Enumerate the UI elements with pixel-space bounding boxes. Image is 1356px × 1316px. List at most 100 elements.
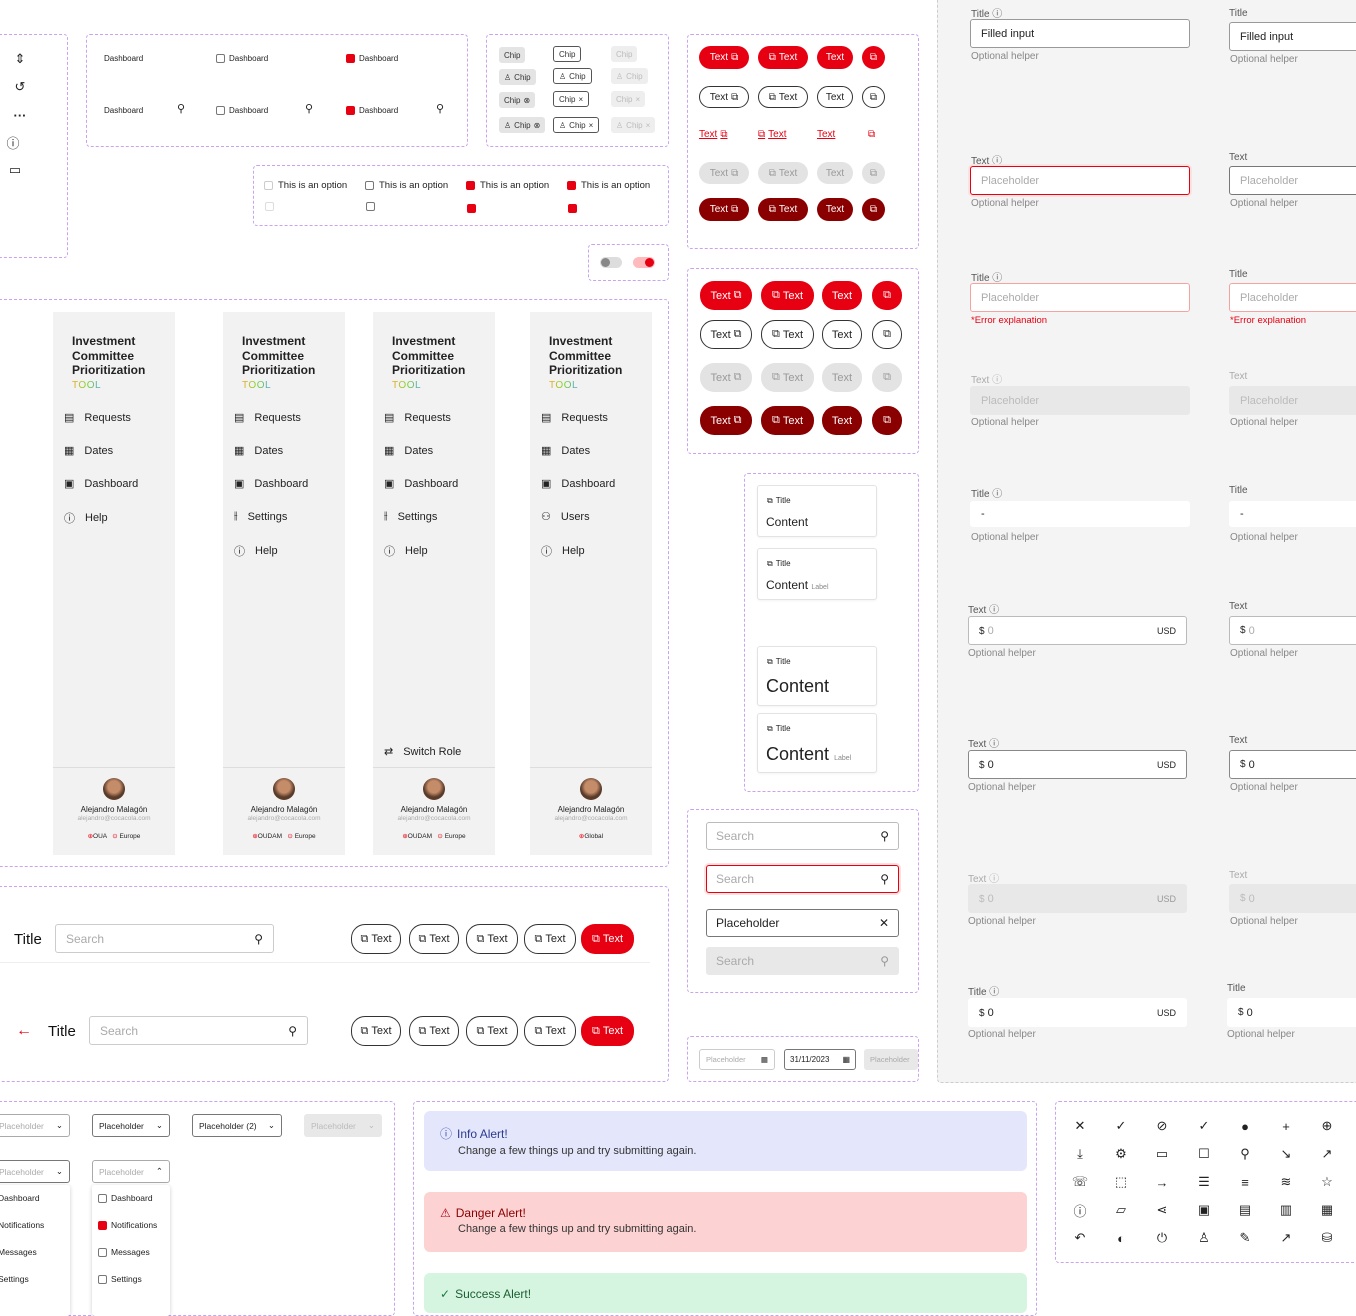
tab-dashboard-checked[interactable]: Dashboard	[346, 54, 398, 63]
header-primary-button[interactable]: ⧉ Text	[581, 1016, 634, 1046]
checkbox-indeterminate[interactable]	[568, 204, 577, 213]
button-icon-text[interactable]: ⧉ Text	[761, 281, 814, 310]
close-icon[interactable]: ×	[588, 120, 594, 130]
history-icon[interactable]: ↺	[14, 79, 26, 94]
menu-item-settings[interactable]: Settings	[98, 1274, 142, 1284]
sidebar-item-help[interactable]: ⓘ Help	[541, 545, 585, 558]
dropdown[interactable]: Placeholder ⌄	[0, 1114, 70, 1137]
sidebar-item-settings[interactable]: ⫲ Settings	[234, 510, 288, 523]
button-icon-text[interactable]: ⧉ Text	[761, 320, 814, 349]
checkbox-option-indeterminate[interactable]: This is an option	[567, 180, 650, 191]
sidebar-item-help[interactable]: ⓘ Help	[384, 545, 428, 558]
currency-input-filled[interactable]: $ 0	[1229, 750, 1356, 779]
button-icon-text[interactable]: ⧉ Text	[758, 86, 808, 108]
button-text[interactable]: Text	[817, 86, 853, 108]
search-icon[interactable]: ⚲	[436, 103, 445, 115]
text-input-focused[interactable]: Placeholder	[1229, 166, 1356, 195]
sidebar-item-dates[interactable]: ▦ Dates	[64, 444, 114, 458]
sidebar-item-dates[interactable]: ▦ Dates	[541, 444, 591, 458]
currency-input[interactable]: $ 0 USD	[968, 616, 1187, 645]
collapse-icon[interactable]: ⇕	[14, 51, 26, 66]
sidebar-item-requests[interactable]: ▤ Requests	[541, 411, 608, 425]
link-icon[interactable]: ⧉	[868, 128, 875, 140]
link-text-icon[interactable]: Text ⧉	[699, 128, 728, 140]
text-input-error[interactable]: Placeholder	[1229, 283, 1356, 312]
menu-item-notifications[interactable]: Notifications	[0, 1220, 45, 1230]
sidebar-item-help[interactable]: ⓘ Help	[64, 512, 108, 525]
button-pressed[interactable]: ⧉	[862, 198, 885, 221]
search-input-filled[interactable]: Placeholder ✕	[706, 909, 899, 937]
header-primary-button[interactable]: ⧉ Text	[581, 924, 634, 954]
close-icon[interactable]: ⊗	[523, 95, 531, 105]
button-pressed[interactable]: ⧉	[872, 406, 902, 435]
search-input[interactable]: Search ⚲	[55, 924, 274, 953]
button-text-icon[interactable]: Text ⧉	[699, 46, 749, 69]
dropdown-multi[interactable]: Placeholder (2) ⌄	[192, 1114, 282, 1137]
date-input[interactable]: Placeholder ▦	[699, 1049, 775, 1070]
button-pressed[interactable]: Text ⧉	[700, 406, 752, 435]
button-icon[interactable]: ⧉	[872, 281, 902, 310]
dropdown-filled[interactable]: Placeholder ⌄	[92, 1114, 170, 1137]
sidebar-item-dates[interactable]: ▦ Dates	[234, 444, 284, 458]
close-icon[interactable]: ×	[578, 94, 584, 104]
sidebar-item-dashboard[interactable]: ▣ Dashboard	[234, 477, 309, 491]
button-pressed[interactable]: ⧉ Text	[761, 406, 814, 435]
more-icon[interactable]: ···	[13, 107, 27, 123]
card[interactable]: ⧉ Title Content	[757, 646, 877, 706]
tab-dashboard-checked-search[interactable]: Dashboard	[346, 106, 398, 115]
book-icon[interactable]: ▭	[8, 162, 22, 177]
button-text-icon[interactable]: Text ⧉	[699, 86, 749, 108]
text-input-filled[interactable]: Filled input	[1229, 22, 1356, 51]
header-button[interactable]: ⧉ Text	[351, 1016, 401, 1046]
chip[interactable]: Chip	[553, 46, 582, 62]
avatar[interactable]	[423, 778, 445, 800]
menu-item-messages[interactable]: Messages	[0, 1247, 37, 1257]
search-input-focused[interactable]: Search ⚲	[706, 865, 899, 893]
search-input[interactable]: Search ⚲	[706, 822, 899, 850]
button-text-icon[interactable]: Text ⧉	[700, 320, 752, 349]
header-button[interactable]: ⧉ Text	[466, 1016, 518, 1046]
close-icon[interactable]: ✕	[878, 916, 889, 930]
button-pressed[interactable]: Text	[817, 198, 853, 221]
button-pressed[interactable]: Text ⧉	[699, 198, 749, 221]
chip-with-icon[interactable]: ♙ Chip	[499, 69, 536, 85]
tab-dashboard-search[interactable]: Dashboard	[104, 106, 144, 115]
sidebar-item-requests[interactable]: ▤ Requests	[64, 411, 131, 425]
text-input-filled[interactable]: Filled input	[970, 19, 1190, 48]
search-icon[interactable]: ⚲	[177, 103, 186, 115]
button-icon-text[interactable]: ⧉ Text	[758, 46, 808, 69]
date-input-filled[interactable]: 31/11/2023 ▦	[784, 1049, 856, 1070]
avatar[interactable]	[273, 778, 295, 800]
button-icon[interactable]: ⧉	[862, 86, 885, 108]
link-text[interactable]: Text	[817, 128, 836, 140]
card[interactable]: ⧉ Title Content	[757, 485, 877, 537]
menu-item-messages[interactable]: Messages	[98, 1247, 150, 1257]
button-pressed[interactable]: ⧉ Text	[758, 198, 808, 221]
sidebar-item-help[interactable]: ⓘ Help	[234, 545, 278, 558]
avatar[interactable]	[580, 778, 602, 800]
button-text-icon[interactable]: Text ⧉	[700, 281, 752, 310]
sidebar-item-dashboard[interactable]: ▣ Dashboard	[541, 477, 616, 491]
search-input[interactable]: Search ⚲	[89, 1016, 308, 1045]
toggle-on[interactable]	[633, 257, 655, 268]
menu-item-dashboard[interactable]: Dashboard	[98, 1193, 153, 1203]
header-button[interactable]: ⧉ Text	[524, 924, 576, 954]
chip-icon-removable[interactable]: ♙ Chip ⊗	[499, 117, 546, 133]
checkbox[interactable]	[265, 202, 274, 211]
button-icon[interactable]: ⧉	[872, 320, 902, 349]
button-text[interactable]: Text	[822, 320, 862, 349]
search-icon[interactable]: ⚲	[305, 103, 314, 115]
sidebar-item-requests[interactable]: ▤ Requests	[384, 411, 451, 425]
currency-input[interactable]: $ 0	[1229, 616, 1356, 645]
chip-removable[interactable]: Chip ×	[553, 91, 590, 107]
header-button[interactable]: ⧉ Text	[351, 924, 401, 954]
checkbox-option[interactable]: This is an option	[264, 180, 347, 191]
checkbox-checked[interactable]	[467, 204, 476, 213]
tab-dashboard[interactable]: Dashboard	[104, 54, 144, 63]
checkbox[interactable]	[366, 202, 375, 211]
currency-input-filled[interactable]: $ 0 USD	[968, 750, 1187, 779]
chip-icon-removable[interactable]: ♙ Chip ×	[553, 117, 600, 133]
header-button[interactable]: ⧉ Text	[524, 1016, 576, 1046]
button-pressed[interactable]: Text	[822, 406, 862, 435]
link-icon-text[interactable]: ⧉ Text	[758, 128, 787, 140]
